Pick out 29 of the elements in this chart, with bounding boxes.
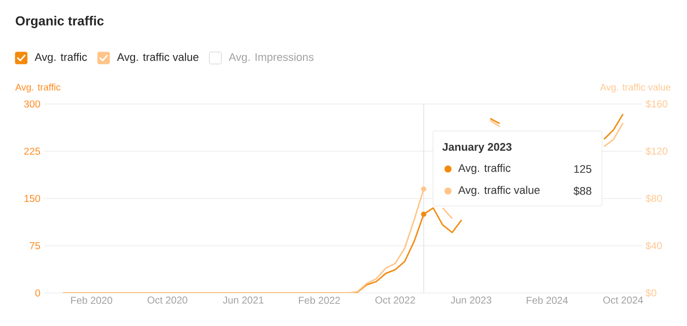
x-tick-label: Oct 2020	[148, 296, 188, 304]
y-tick-label: 300	[24, 100, 40, 108]
text: Avg. Impressions	[228, 52, 314, 64]
y-tick-label: 150	[24, 194, 40, 202]
x-tick-label: Jun 2023	[450, 296, 492, 304]
chart-title: Organic traffic	[16, 16, 104, 28]
x-tick-label: Feb 2020	[71, 296, 112, 304]
x-tick-label: Feb 2022	[298, 296, 340, 304]
y-tick-label: 75	[30, 242, 40, 250]
y2-tick-label: $120	[646, 147, 668, 156]
y2-tick-label: $0	[646, 288, 656, 298]
y2-tick-label: $160	[646, 100, 668, 108]
x-tick-label: Feb 2024	[526, 296, 568, 304]
x-tick-label: Jun 2021	[222, 296, 264, 304]
y2-tick-label: $40	[646, 242, 662, 250]
y2-axis-title: Avg. traffic value	[600, 84, 670, 92]
legend-label: Avg. traffic value	[458, 186, 540, 196]
y-tick-label: 225	[24, 148, 40, 155]
annotation: January 2023	[442, 143, 512, 153]
annotation: 125	[574, 165, 592, 173]
text: Avg. traffic	[34, 52, 87, 64]
text: Avg. traffic value	[117, 52, 198, 64]
x-tick-label: Oct 2022	[375, 296, 415, 304]
y2-tick-label: $80	[646, 194, 662, 203]
legend-label: Avg. traffic	[458, 164, 510, 174]
y-tick-label: 0	[35, 289, 40, 297]
x-tick-label: Oct 2024	[603, 296, 643, 304]
annotation: $88	[574, 186, 592, 196]
y-axis-title: Avg. traffic	[15, 84, 60, 92]
